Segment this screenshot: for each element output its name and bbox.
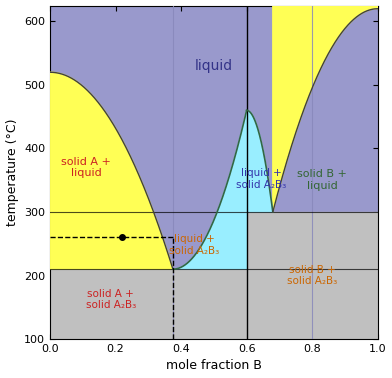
Text: solid B +
solid A₂B₃: solid B + solid A₂B₃ [287,265,337,286]
Text: solid A +
solid A₂B₃: solid A + solid A₂B₃ [85,289,136,310]
X-axis label: mole fraction B: mole fraction B [166,359,262,372]
Text: liquid +
solid A₂B₃: liquid + solid A₂B₃ [236,168,287,190]
Polygon shape [173,110,273,269]
Polygon shape [50,269,173,339]
Y-axis label: temperature (°C): temperature (°C) [5,119,18,226]
Polygon shape [273,0,377,212]
Text: liquid: liquid [195,59,233,73]
Text: liquid +
solid A₂B₃: liquid + solid A₂B₃ [169,234,220,256]
Polygon shape [247,212,377,269]
Polygon shape [50,72,173,269]
Text: solid B +
liquid: solid B + liquid [297,169,347,191]
Text: solid A +
liquid: solid A + liquid [61,157,111,178]
Polygon shape [173,269,377,339]
